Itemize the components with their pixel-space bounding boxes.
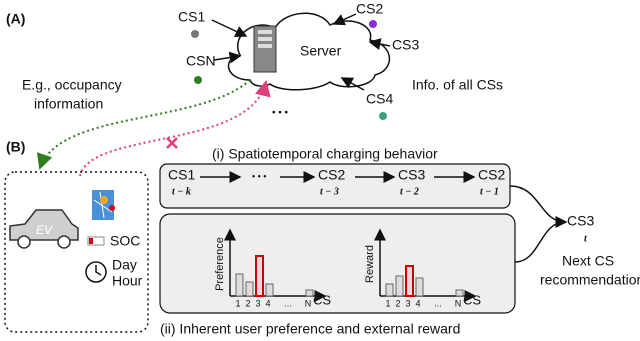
step-station: CS2 [478, 167, 505, 183]
x-tick-label: ... [284, 298, 292, 308]
y-axis-label: Preference [214, 237, 226, 291]
x-tick-label: 4 [265, 298, 270, 308]
station-dot [369, 20, 377, 28]
sequence-title: (i) Spatiotemporal charging behavior [212, 146, 438, 162]
server-icon [253, 25, 277, 73]
step-time: t − 3 [320, 186, 339, 197]
x-tick-label: 4 [415, 298, 420, 308]
arrow [211, 19, 248, 37]
x-tick-label: 1 [235, 298, 240, 308]
step-station: CS1 [168, 167, 195, 183]
output-station: CS3 [567, 213, 594, 229]
station-dot [194, 76, 202, 84]
step-time: t − 1 [480, 186, 499, 197]
x-axis-label: CS [463, 292, 481, 307]
battery-icon [87, 236, 105, 246]
server-note: Info. of all CSs [412, 77, 503, 93]
station-label: CS2 [356, 1, 383, 17]
step-time: t − 2 [400, 186, 419, 197]
arrow [213, 51, 242, 64]
x-tick-label: 3 [255, 298, 260, 308]
output-caption: Next CS [562, 253, 614, 269]
x-tick-label: ... [434, 298, 442, 308]
blocked-mark [166, 137, 178, 149]
time-label: Day [112, 257, 137, 273]
vehicle-label: EV [36, 223, 53, 237]
panel-title: (ii) Inherent user preference and extern… [160, 321, 460, 337]
x-axis-label: CS [313, 292, 331, 307]
part-label: (A) [6, 11, 25, 27]
output-caption: recommendation [540, 272, 640, 288]
user-box [4, 171, 149, 333]
bar [235, 273, 244, 297]
station-dot [379, 112, 387, 120]
clock-icon [85, 261, 107, 283]
x-tick-label: 2 [395, 298, 400, 308]
car-icon [9, 209, 79, 249]
output-time: t [584, 233, 588, 244]
x-tick-label: 2 [245, 298, 250, 308]
feedback-note: E.g., occupancy [22, 77, 122, 93]
arrow [340, 77, 365, 91]
bar [415, 277, 424, 297]
bar [455, 289, 464, 297]
server-label: Server [300, 43, 342, 59]
part-label: (B) [6, 139, 25, 155]
station-label: CS1 [178, 9, 205, 25]
bar [265, 283, 274, 297]
step-time: t − k [172, 186, 191, 197]
bar [405, 265, 414, 297]
arrow [332, 13, 357, 26]
merge-lines [509, 185, 566, 263]
station-label: CSN [186, 53, 216, 69]
station-dot [191, 30, 199, 38]
soc-label: SOC [110, 233, 140, 249]
bar [255, 255, 264, 297]
station-label: CS3 [392, 37, 419, 53]
bar [395, 275, 404, 297]
feedback-note: information [34, 96, 103, 112]
bar [245, 281, 254, 297]
request-arrow [79, 80, 271, 177]
bar [385, 283, 394, 297]
x-tick-label: N [455, 298, 462, 308]
time-label: Hour [112, 273, 143, 289]
step-station: CS2 [318, 167, 345, 183]
feedback-arrow [37, 79, 251, 170]
step-station: • • • [252, 171, 266, 181]
ellipsis: • • • [272, 108, 289, 119]
bar [305, 289, 314, 297]
arrow [368, 38, 391, 50]
y-axis-label: Reward [364, 245, 376, 283]
x-tick-label: 1 [385, 298, 390, 308]
x-tick-label: N [305, 298, 312, 308]
map-icon [92, 190, 115, 220]
station-label: CS4 [366, 91, 393, 107]
step-station: CS3 [398, 167, 425, 183]
x-tick-label: 3 [405, 298, 410, 308]
